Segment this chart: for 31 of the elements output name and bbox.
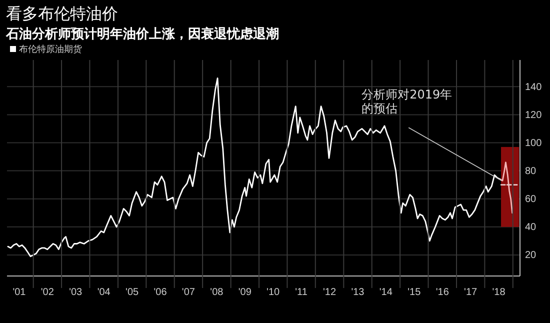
- x-tick-label: '14: [379, 287, 393, 298]
- x-tick-label: '04: [97, 287, 111, 298]
- x-tick-label: '02: [40, 287, 54, 298]
- y-tick-label: 140: [525, 82, 542, 93]
- y-tick-label: 20: [525, 250, 537, 262]
- x-tick-label: '08: [210, 287, 224, 298]
- x-tick-label: '18: [492, 287, 506, 298]
- x-tick-label: '15: [408, 287, 422, 298]
- x-tick-label: '05: [126, 287, 139, 298]
- legend-label: 布伦特原油期货: [19, 44, 82, 55]
- x-tick-label: '12: [323, 287, 336, 298]
- x-tick-label: '17: [464, 287, 478, 298]
- chart-subtitle: 石油分析师预计明年油价上涨，因衰退忧虑退潮: [5, 26, 279, 42]
- x-tick-label: '13: [351, 287, 365, 298]
- x-tick-label: '10: [266, 287, 280, 298]
- x-tick-label: '11: [295, 287, 308, 298]
- x-tick-label: '06: [154, 287, 168, 298]
- y-tick-label: 40: [525, 222, 537, 234]
- annotation: 分析师对2019年的预估: [362, 88, 452, 116]
- line-series: [499, 162, 513, 214]
- x-tick-label: '09: [238, 287, 252, 298]
- x-tick-label: '01: [12, 287, 26, 298]
- x-tick-label: '07: [182, 287, 196, 298]
- y-tick-label: 80: [525, 166, 537, 178]
- line-series: [7, 78, 501, 258]
- x-tick-label: '03: [69, 287, 83, 298]
- y-tick-label: 60: [525, 194, 537, 206]
- x-tick-label: '16: [436, 287, 450, 298]
- y-tick-label: 100: [525, 138, 542, 149]
- chart-title: 看多布伦特油价: [6, 4, 118, 23]
- y-tick-label: 120: [525, 110, 542, 121]
